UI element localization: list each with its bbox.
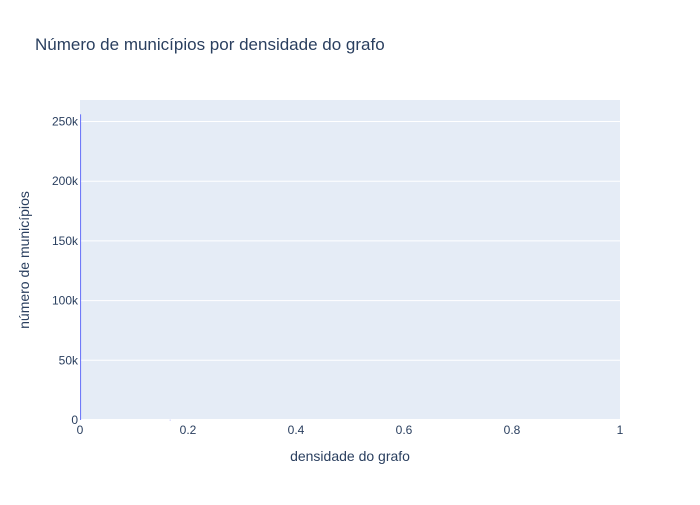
y-tick-label-0: 0 — [71, 413, 78, 427]
x-tick-label-2: 0.4 — [288, 423, 305, 437]
y-axis-ticks: 0 50k 100k 150k 200k 250k — [52, 114, 79, 427]
y-tick-label-3: 150k — [52, 234, 79, 248]
x-tick-label-1: 0.2 — [180, 423, 197, 437]
plot-area — [80, 100, 620, 420]
x-axis-ticks: 0 0.2 0.4 0.6 0.8 1 — [77, 423, 624, 437]
y-tick-label-4: 200k — [52, 174, 79, 188]
x-tick-label-4: 0.8 — [504, 423, 521, 437]
x-tick-label-5: 1 — [617, 423, 624, 437]
y-axis-title: número de municípios — [16, 191, 32, 329]
x-tick-label-3: 0.6 — [396, 423, 413, 437]
bar-0 — [80, 114, 81, 420]
chart-title: Número de municípios por densidade do gr… — [35, 35, 385, 54]
y-tick-label-1: 50k — [59, 353, 79, 367]
y-tick-label-2: 100k — [52, 294, 79, 308]
y-tick-label-5: 250k — [52, 114, 79, 128]
x-axis-title: densidade do grafo — [290, 448, 410, 464]
bar-1 — [170, 420, 171, 421]
